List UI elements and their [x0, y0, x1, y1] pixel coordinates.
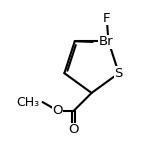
- Text: CH₃: CH₃: [17, 96, 40, 109]
- Text: F: F: [103, 12, 111, 25]
- Text: O: O: [52, 104, 63, 117]
- Text: O: O: [69, 123, 79, 136]
- Text: S: S: [115, 67, 123, 80]
- Text: Br: Br: [99, 35, 114, 48]
